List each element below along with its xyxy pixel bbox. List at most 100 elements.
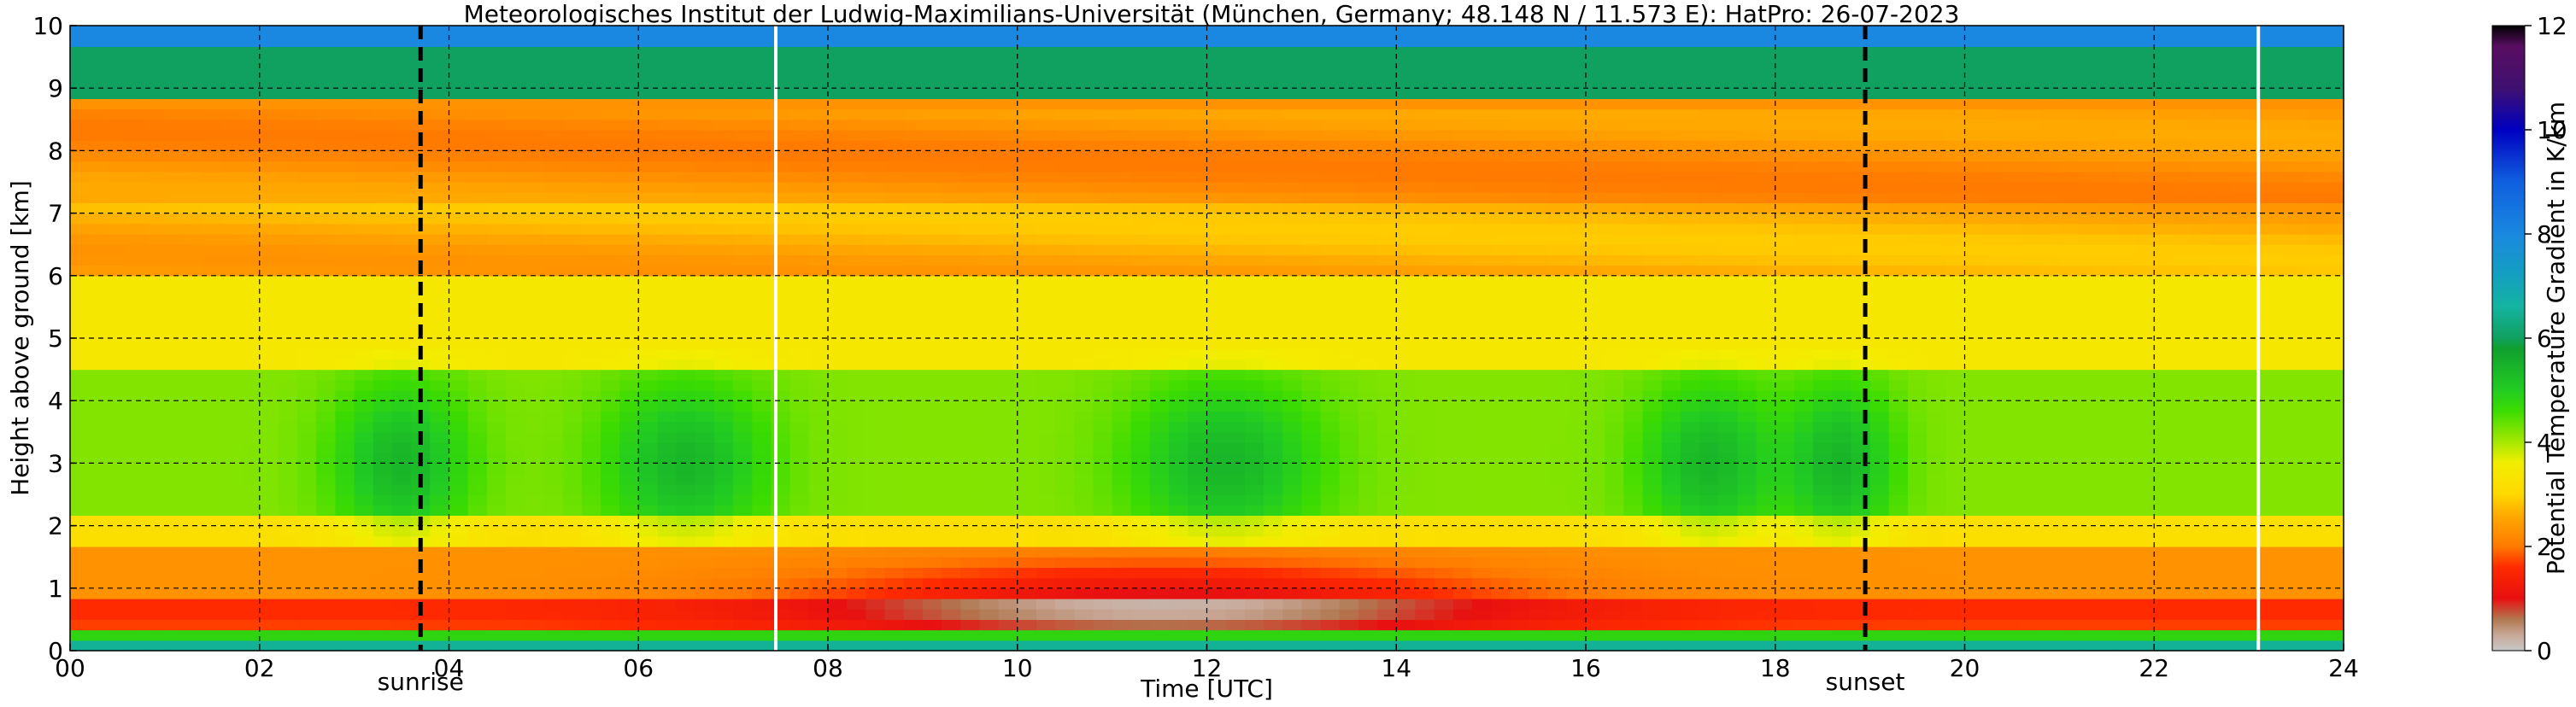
heatmap-cell	[1547, 202, 1568, 214]
heatmap-cell	[89, 78, 109, 89]
heatmap-cell	[543, 234, 564, 245]
heatmap-cell	[1471, 411, 1492, 423]
heatmap-cell	[164, 359, 185, 371]
heatmap-cell	[1452, 223, 1473, 235]
heatmap-cell	[70, 557, 90, 568]
heatmap-cell	[1149, 390, 1170, 401]
heatmap-cell	[373, 619, 393, 631]
heatmap-cell	[808, 78, 829, 89]
heatmap-cell	[449, 265, 469, 277]
heatmap-cell	[278, 317, 298, 329]
heatmap-cell	[828, 640, 848, 651]
heatmap-cell	[430, 390, 450, 401]
heatmap-cell	[1491, 46, 1511, 58]
heatmap-cell	[1074, 473, 1094, 485]
heatmap-cell	[430, 463, 450, 475]
heatmap-cell	[108, 192, 128, 203]
heatmap-cell	[543, 244, 564, 255]
heatmap-cell	[960, 483, 980, 495]
heatmap-cell	[1510, 286, 1530, 297]
heatmap-cell	[354, 587, 374, 599]
heatmap-cell	[467, 223, 488, 235]
heatmap-cell	[1301, 359, 1322, 371]
heatmap-cell	[221, 431, 242, 443]
heatmap-cell	[884, 265, 905, 277]
heatmap-cell	[391, 535, 412, 547]
heatmap-cell	[108, 182, 128, 193]
heatmap-cell	[1491, 400, 1511, 412]
heatmap-cell	[847, 36, 866, 47]
heatmap-cell	[1282, 108, 1302, 120]
heatmap-cell	[1339, 67, 1359, 79]
heatmap-cell	[828, 130, 848, 141]
heatmap-cell	[1074, 609, 1094, 620]
heatmap-cell	[1112, 202, 1132, 214]
heatmap-cell	[449, 192, 469, 203]
heatmap-cell	[1358, 46, 1378, 58]
heatmap-cell	[1130, 244, 1151, 255]
heatmap-cell	[259, 587, 279, 599]
heatmap-cell	[1055, 46, 1075, 58]
heatmap-cell	[1623, 557, 1644, 568]
heatmap-cell	[1036, 56, 1056, 68]
heatmap-cell	[1339, 411, 1359, 423]
heatmap-cell	[354, 182, 374, 193]
heatmap-cell	[638, 494, 659, 505]
heatmap-cell	[391, 140, 412, 151]
heatmap-cell	[638, 463, 659, 475]
heatmap-cell	[1491, 265, 1511, 277]
heatmap-cell	[335, 599, 355, 610]
heatmap-cell	[1036, 161, 1056, 172]
heatmap-cell	[1264, 26, 1283, 37]
heatmap-cell	[866, 317, 886, 329]
heatmap-cell	[1169, 56, 1188, 68]
heatmap-cell	[486, 599, 507, 610]
heatmap-cell	[1112, 254, 1132, 266]
heatmap-cell	[771, 442, 791, 453]
heatmap-cell	[884, 254, 905, 266]
heatmap-cell	[1415, 629, 1435, 641]
heatmap-cell	[789, 108, 810, 120]
heatmap-cell	[1452, 557, 1473, 568]
heatmap-cell	[335, 140, 355, 151]
heatmap-cell	[89, 150, 109, 162]
heatmap-cell	[922, 567, 942, 579]
heatmap-cell	[922, 307, 942, 318]
heatmap-cell	[164, 505, 185, 516]
heatmap-cell	[1434, 453, 1454, 464]
heatmap-cell	[373, 182, 393, 193]
heatmap-cell	[373, 244, 393, 255]
heatmap-cell	[828, 369, 848, 381]
heatmap-cell	[808, 483, 829, 495]
heatmap-cell	[771, 338, 791, 349]
heatmap-cell	[1529, 400, 1549, 412]
heatmap-cell	[998, 307, 1018, 318]
heatmap-cell	[1491, 421, 1511, 433]
heatmap-cell	[316, 535, 337, 547]
heatmap-cell	[89, 88, 109, 99]
heatmap-cell	[1471, 150, 1492, 162]
heatmap-cell	[354, 150, 374, 162]
heatmap-cell	[676, 494, 696, 505]
heatmap-cell	[713, 379, 734, 391]
heatmap-cell	[297, 546, 317, 558]
heatmap-cell	[1586, 78, 1605, 89]
heatmap-cell	[1188, 567, 1208, 579]
heatmap-cell	[1623, 286, 1644, 297]
heatmap-cell	[1377, 640, 1397, 651]
heatmap-cell	[1149, 192, 1170, 203]
heatmap-cell	[1282, 275, 1302, 287]
heatmap-cell	[1320, 244, 1341, 255]
heatmap-cell	[1491, 108, 1511, 120]
heatmap-cell	[562, 390, 583, 401]
heatmap-cell	[1547, 67, 1568, 79]
heatmap-cell	[676, 67, 696, 79]
heatmap-cell	[619, 515, 639, 527]
heatmap-cell	[1093, 359, 1113, 371]
heatmap-cell	[922, 577, 942, 589]
heatmap-cell	[1188, 609, 1208, 620]
heatmap-cell	[638, 213, 659, 225]
heatmap-cell	[847, 515, 866, 527]
heatmap-cell	[335, 421, 355, 433]
heatmap-cell	[278, 379, 298, 391]
